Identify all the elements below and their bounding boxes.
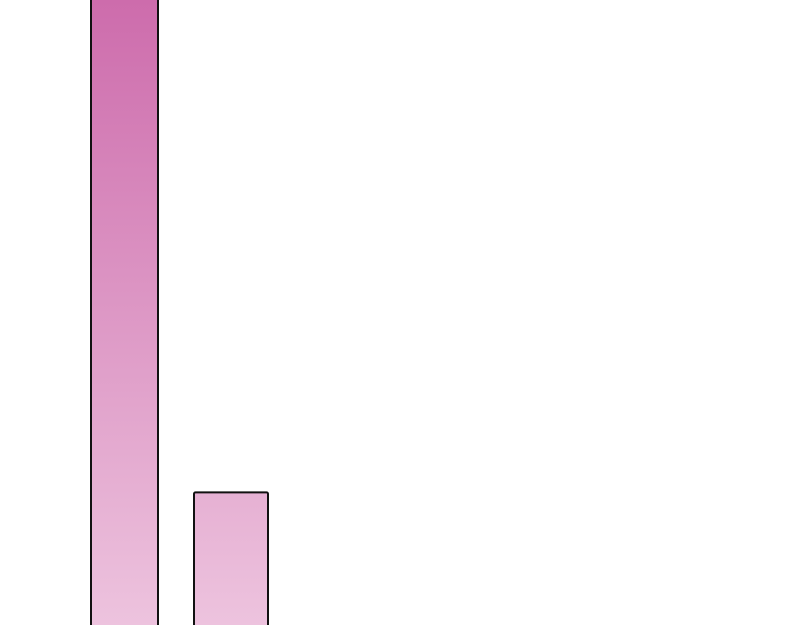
bars-group <box>90 0 269 625</box>
bar-1 <box>90 0 159 625</box>
bar-2 <box>193 491 269 625</box>
